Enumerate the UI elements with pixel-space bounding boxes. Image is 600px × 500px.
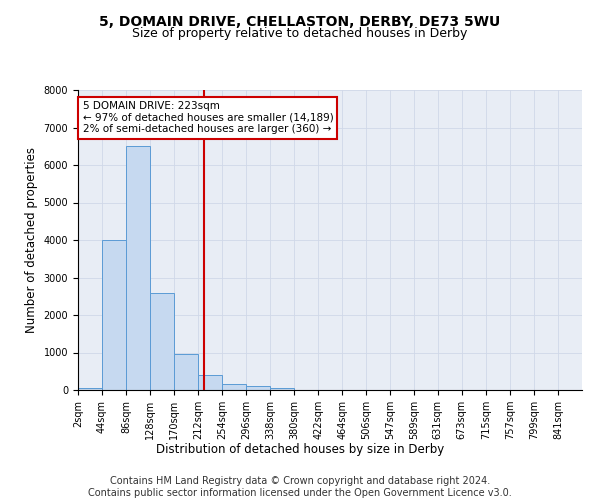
Text: Contains HM Land Registry data © Crown copyright and database right 2024.
Contai: Contains HM Land Registry data © Crown c… [88, 476, 512, 498]
Bar [102, 240, 126, 390]
Text: 5, DOMAIN DRIVE, CHELLASTON, DERBY, DE73 5WU: 5, DOMAIN DRIVE, CHELLASTON, DERBY, DE73… [100, 15, 500, 29]
Bar [126, 146, 150, 390]
Bar [78, 388, 102, 390]
Text: Size of property relative to detached houses in Derby: Size of property relative to detached ho… [133, 28, 467, 40]
Y-axis label: Number of detached properties: Number of detached properties [25, 147, 38, 333]
Bar [150, 292, 174, 390]
Text: Distribution of detached houses by size in Derby: Distribution of detached houses by size … [156, 442, 444, 456]
Bar [198, 375, 222, 390]
Bar [246, 386, 270, 390]
Bar [222, 384, 246, 390]
Bar [270, 388, 294, 390]
Bar [174, 354, 198, 390]
Text: 5 DOMAIN DRIVE: 223sqm
← 97% of detached houses are smaller (14,189)
2% of semi-: 5 DOMAIN DRIVE: 223sqm ← 97% of detached… [83, 101, 334, 134]
